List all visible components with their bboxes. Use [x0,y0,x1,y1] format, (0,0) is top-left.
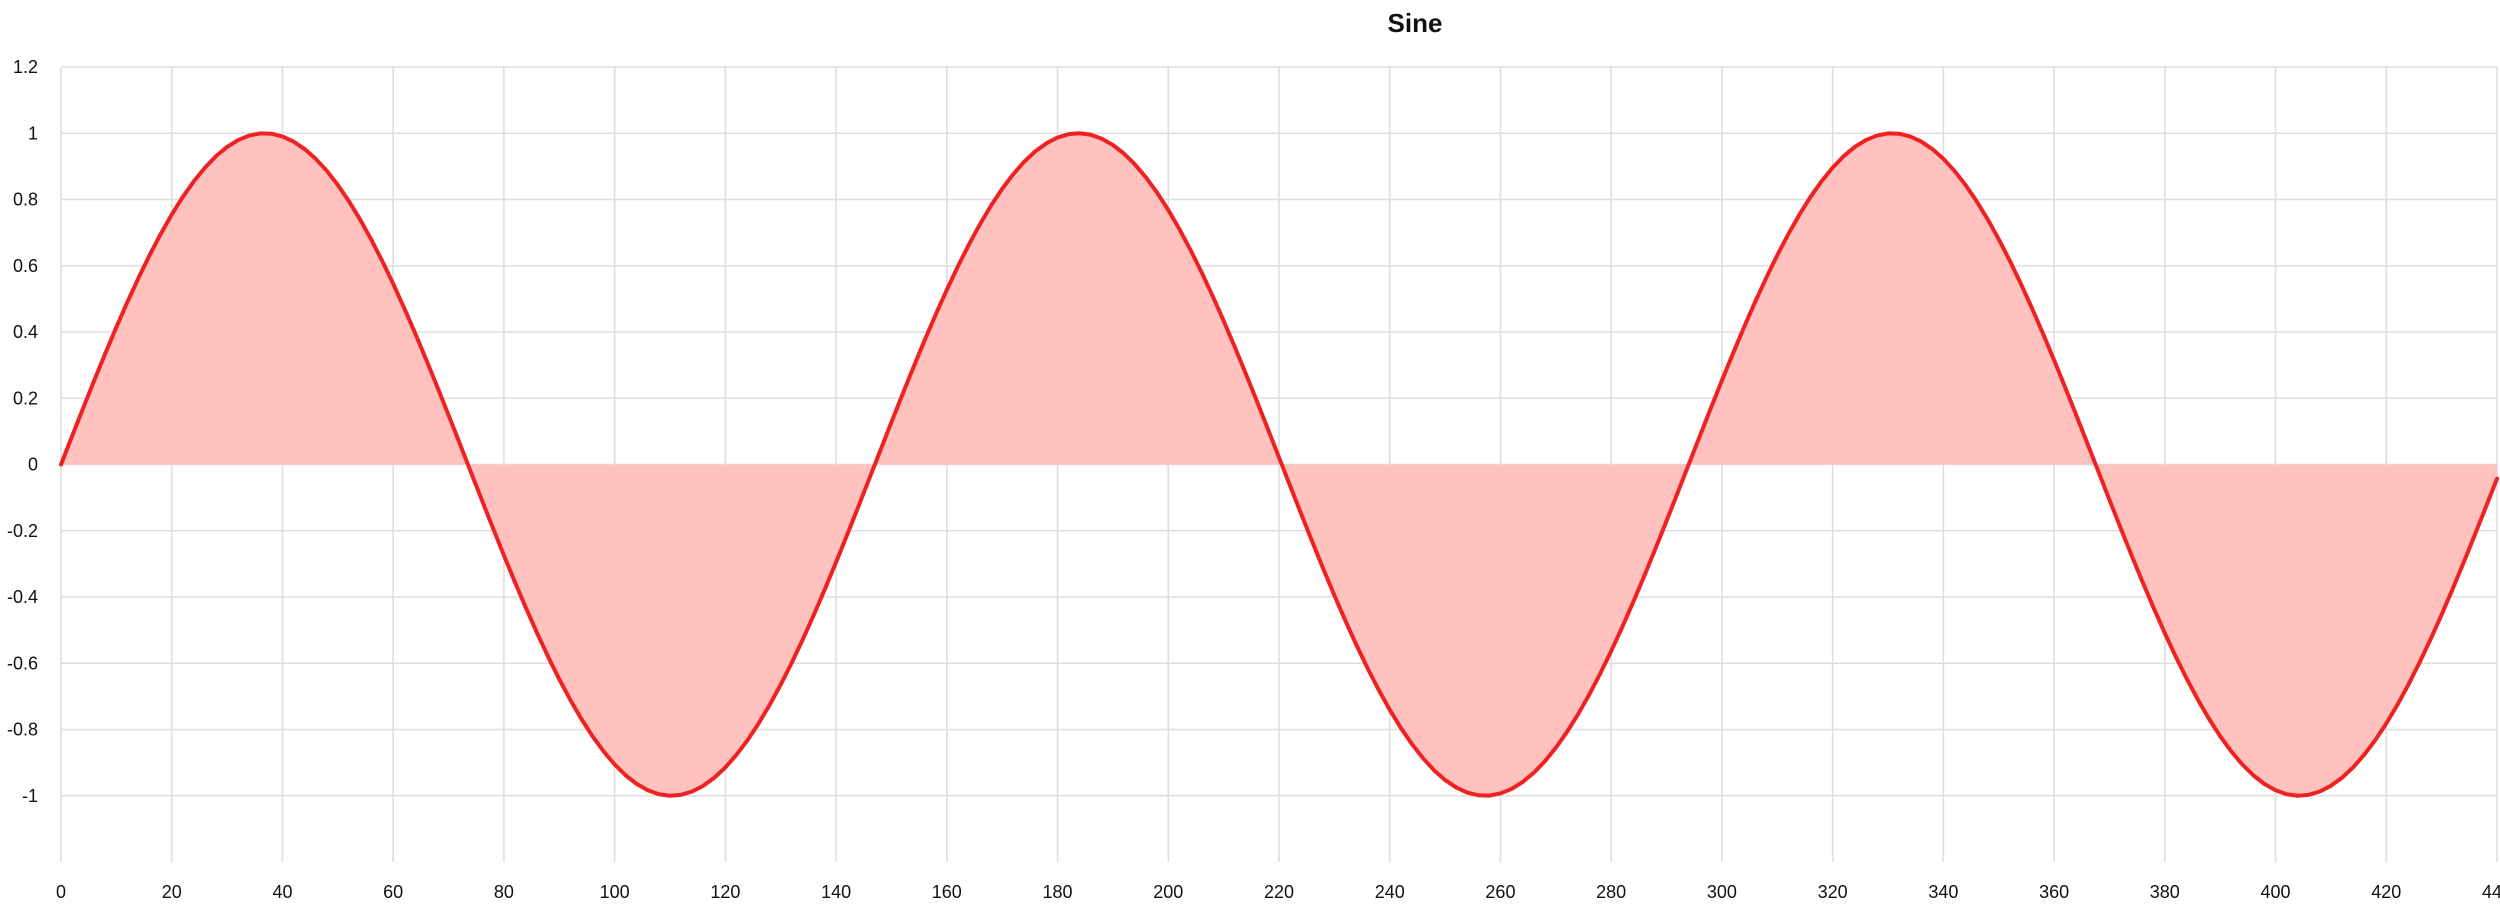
x-tick-label: 40 [272,882,292,902]
y-tick-label: -0.8 [7,720,38,740]
y-tick-label: -1 [22,786,38,806]
x-tick-label: 200 [1153,882,1183,902]
y-tick-label: -0.2 [7,521,38,541]
chart-title: Sine [1388,8,1443,38]
x-tick-label: 280 [1596,882,1626,902]
y-tick-label: 1.2 [13,57,38,77]
x-tick-label: 340 [1928,882,1958,902]
x-tick-label: 400 [2261,882,2291,902]
y-tick-label: 0 [28,455,38,475]
series-line-layer [59,131,2499,798]
x-tick-label: 60 [383,882,403,902]
x-tick-label: 320 [1818,882,1848,902]
x-tick-label: 380 [2150,882,2180,902]
x-tick-label: 360 [2039,882,2069,902]
x-axis-tick-labels: 0 20 40 60 80 100 120 140 160 180 200 220 240 260 280 3… [56,882,2500,902]
x-tick-label: 220 [1264,882,1294,902]
x-tick-label: 440 [2482,882,2500,902]
x-tick-label: 420 [2371,882,2401,902]
x-tick-label: 180 [1043,882,1073,902]
sine-series-line [59,131,2499,798]
area-fill-layer [61,133,2497,796]
x-tick-label: 20 [162,882,182,902]
x-tick-label: 160 [932,882,962,902]
x-tick-label: 240 [1375,882,1405,902]
x-tick-label: 80 [494,882,514,902]
x-tick-label: 260 [1485,882,1515,902]
y-tick-label: -0.4 [7,587,38,607]
x-tick-label: 120 [710,882,740,902]
y-tick-label: 0.2 [13,388,38,408]
x-tick-label: 300 [1707,882,1737,902]
x-tick-label: 100 [600,882,630,902]
y-tick-label: 0.8 [13,190,38,210]
x-tick-label: 140 [821,882,851,902]
x-tick-label: 0 [56,882,66,902]
y-axis-tick-labels: 1.2 1 0.8 0.6 0.4 0.2 0 -0.2 -0.4 -0.6 -0.8 -1 [7,57,38,806]
y-tick-label: 0.4 [13,322,38,342]
y-tick-label: 0.6 [13,256,38,276]
y-tick-label: -0.6 [7,653,38,673]
y-tick-label: 1 [28,123,38,143]
sine-area-fill [61,133,2497,796]
